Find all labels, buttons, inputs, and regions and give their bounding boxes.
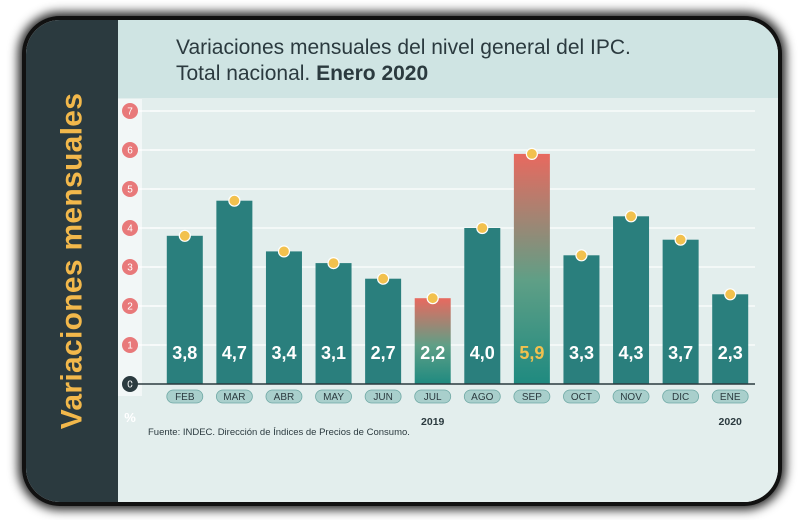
side-band bbox=[26, 20, 118, 502]
category-pill-may bbox=[315, 389, 352, 404]
category-pill-oct bbox=[563, 389, 600, 404]
category-label-jul: JUL bbox=[424, 392, 442, 403]
y-tick-label-4: 4 bbox=[127, 224, 133, 235]
value-label-nov: 4,3 bbox=[619, 343, 644, 363]
bar-may bbox=[315, 263, 352, 384]
bar-abr bbox=[265, 251, 302, 384]
bar-oct bbox=[563, 255, 600, 384]
category-pill-sep bbox=[513, 389, 551, 404]
y-tick-label-0: 0 bbox=[127, 380, 133, 391]
chart-title-line2: Total nacional. Enero 2020 bbox=[176, 62, 428, 86]
source-note: Fuente: INDEC. Dirección de Índices de P… bbox=[148, 427, 410, 438]
category-pill-abr bbox=[265, 389, 303, 404]
category-label-oct: OCT bbox=[571, 392, 592, 403]
marker-mar bbox=[228, 194, 241, 207]
value-label-ene: 2,3 bbox=[718, 343, 743, 363]
category-pill-feb bbox=[166, 389, 204, 404]
chart-title-line2-normal: Total nacional. bbox=[176, 62, 317, 85]
category-label-jun: JUN bbox=[373, 392, 392, 403]
category-label-ago: AGO bbox=[471, 392, 493, 403]
chart-title-line1: Variaciones mensuales del nivel general … bbox=[176, 36, 631, 59]
marker-nov bbox=[624, 210, 638, 223]
marker-jun bbox=[377, 272, 390, 285]
value-label-dic: 3,7 bbox=[668, 343, 693, 363]
value-label-feb: 3,8 bbox=[172, 343, 197, 363]
category-pill-mar bbox=[215, 389, 253, 404]
bar-jul bbox=[414, 298, 451, 384]
marker-ago bbox=[476, 221, 489, 235]
category-pill-jun bbox=[364, 389, 402, 404]
unit-label: % bbox=[124, 410, 136, 425]
category-pill-nov bbox=[612, 389, 650, 404]
value-label-ago: 4,0 bbox=[470, 343, 495, 363]
bar-sep bbox=[513, 153, 550, 384]
marker-dic bbox=[674, 233, 687, 246]
y-tick-marker-1 bbox=[122, 337, 138, 353]
y-tick-label-6: 6 bbox=[127, 146, 133, 157]
bar-ago bbox=[464, 228, 501, 384]
y-tick-label-1: 1 bbox=[127, 341, 133, 352]
x-axis: FEB MAR ABR MAY JUN JUL AGO SEP OCT NOV DIC ENE% 201… bbox=[124, 383, 755, 428]
marker-oct bbox=[575, 249, 588, 262]
value-label-oct: 3,3 bbox=[569, 343, 594, 363]
y-tick-marker-4 bbox=[122, 220, 138, 236]
bar-dic bbox=[662, 239, 699, 384]
category-label-dic: DIC bbox=[672, 392, 689, 403]
value-label-jul: 2,2 bbox=[420, 343, 445, 363]
y-tick-label-2: 2 bbox=[127, 302, 133, 313]
category-label-nov: NOV bbox=[620, 392, 642, 403]
category-pill-jul bbox=[414, 389, 452, 404]
bar-nov bbox=[613, 216, 650, 384]
category-pill-ago bbox=[463, 389, 501, 404]
category-pill-dic bbox=[662, 389, 700, 404]
marker-sep bbox=[525, 147, 538, 160]
marker-abr bbox=[277, 245, 291, 258]
y-tick-label-3: 3 bbox=[127, 263, 133, 274]
y-axis: 0 1 2 3 4 5 6 7 bbox=[118, 99, 160, 396]
value-label-sep: 5,9 bbox=[519, 343, 544, 363]
y-tick-marker-2 bbox=[122, 298, 138, 314]
y-tick-marker-6 bbox=[122, 142, 138, 158]
category-label-mar: MAR bbox=[223, 392, 245, 403]
value-label-may: 3,1 bbox=[321, 343, 346, 363]
category-label-feb: FEB bbox=[175, 392, 195, 403]
category-label-abr: ABR bbox=[274, 392, 295, 403]
y-tick-label-5: 5 bbox=[127, 185, 133, 196]
marker-feb bbox=[178, 229, 191, 242]
chart-header: Variaciones mensuales del nivel general … bbox=[118, 20, 778, 98]
bar-feb bbox=[166, 235, 203, 384]
category-label-may: MAY bbox=[323, 392, 344, 403]
bar-ene bbox=[712, 294, 749, 384]
marker-jul bbox=[426, 292, 439, 305]
y-tick-marker-5 bbox=[122, 181, 138, 197]
marker-may bbox=[327, 257, 340, 270]
bar-mar bbox=[216, 200, 253, 384]
category-label-ene: ENE bbox=[720, 392, 741, 403]
y-tick-label-7: 7 bbox=[127, 107, 133, 118]
category-pill-ene bbox=[711, 389, 749, 404]
value-label-abr: 3,4 bbox=[271, 343, 296, 363]
bars: 3,8 4,7 3,4 3,1 2,7 2,2 4,0 5,9 3,3 4,3 3,7 2,3 bbox=[166, 147, 749, 384]
value-label-mar: 4,7 bbox=[222, 343, 247, 363]
year-label-2020: 2020 bbox=[719, 416, 743, 428]
y-tick-marker-7 bbox=[122, 103, 138, 119]
year-label-2019: 2019 bbox=[421, 416, 445, 428]
chart-title-line2-bold: Enero 2020 bbox=[316, 62, 429, 85]
y-tick-marker-3 bbox=[122, 259, 138, 275]
category-label-sep: SEP bbox=[522, 392, 542, 403]
bar-jun bbox=[365, 278, 402, 384]
marker-ene bbox=[724, 288, 737, 301]
value-label-jun: 2,7 bbox=[371, 343, 396, 363]
